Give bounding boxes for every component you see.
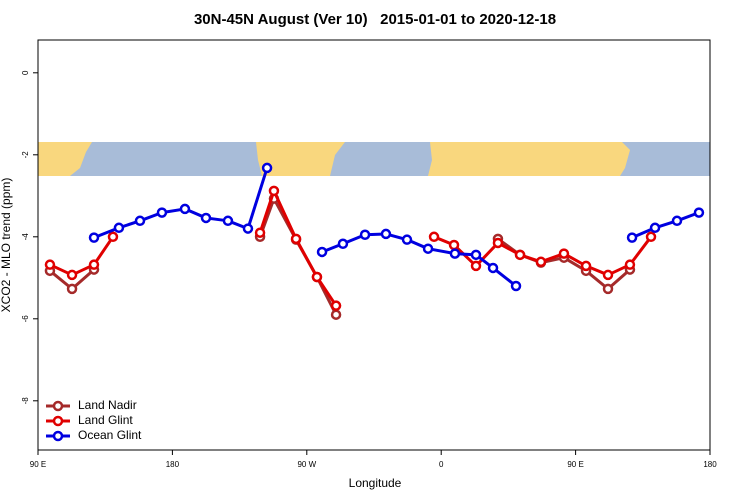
legend-label: Land Glint [78,413,133,427]
data-point [602,269,614,281]
data-point [558,248,570,259]
data-point [316,246,328,258]
y-tick-label: -6 [21,315,30,323]
data-point [88,232,100,243]
data-point [693,207,705,218]
series-line [48,197,631,316]
map-strip [38,142,710,176]
data-point [448,239,460,251]
x-tick-label: 180 [166,460,180,469]
data-point [330,309,342,320]
data-point [510,280,522,292]
data-point [514,249,526,261]
data-point [88,259,100,270]
data-point [359,229,371,240]
x-tick-label: 90 E [567,460,583,469]
series-line [93,167,700,288]
data-point [268,185,280,197]
data-point [66,269,78,281]
data-point [580,260,592,272]
data-point [535,256,547,268]
data-point [602,283,614,295]
chart-title: 30N-45N August (Ver 10) 2015-01-01 to 20… [194,11,556,28]
legend-marker [52,400,64,412]
data-point [487,262,499,274]
data-point [380,228,392,240]
plot-area [44,162,705,320]
y-axis-label: XCO2 - MLO trend (ppm) [0,178,13,313]
data-point [337,238,349,250]
data-point [290,233,302,245]
data-point [492,237,504,249]
data-point [645,231,657,243]
y-tick-label: -2 [21,151,30,159]
y-tick-label: 0 [21,70,30,75]
data-point [66,283,78,295]
data-point [401,234,413,245]
data-point [113,222,125,234]
plot-frame [37,39,711,451]
data-point [470,260,482,272]
data-point [449,248,461,259]
data-point [156,207,168,218]
data-point [649,222,661,234]
x-axis-label: Longitude [349,476,402,490]
series-line [49,189,653,307]
data-point [626,232,638,243]
legend-marker [52,430,64,442]
data-point [422,243,434,254]
data-point [134,215,146,227]
y-tick-label: -8 [21,397,30,405]
x-tick-label: 90 E [30,460,46,469]
data-point [470,249,482,261]
data-point [254,227,266,238]
data-point [330,300,342,311]
legend-marker [52,415,64,427]
x-tick-label: 90 W [297,460,316,469]
data-point [671,215,683,227]
legend-label: Land Nadir [78,398,137,412]
data-point [428,231,440,243]
data-point [242,223,254,234]
data-point [200,212,212,224]
data-point [624,259,636,270]
x-tick-label: 0 [439,460,444,469]
data-point [261,162,273,174]
data-point [222,215,234,227]
data-point [107,231,119,243]
data-point [179,203,191,215]
data-point [311,271,323,283]
data-point [44,259,56,270]
x-tick-label: 180 [703,460,717,469]
legend-label: Ocean Glint [78,428,142,442]
y-tick-label: -4 [21,233,30,241]
